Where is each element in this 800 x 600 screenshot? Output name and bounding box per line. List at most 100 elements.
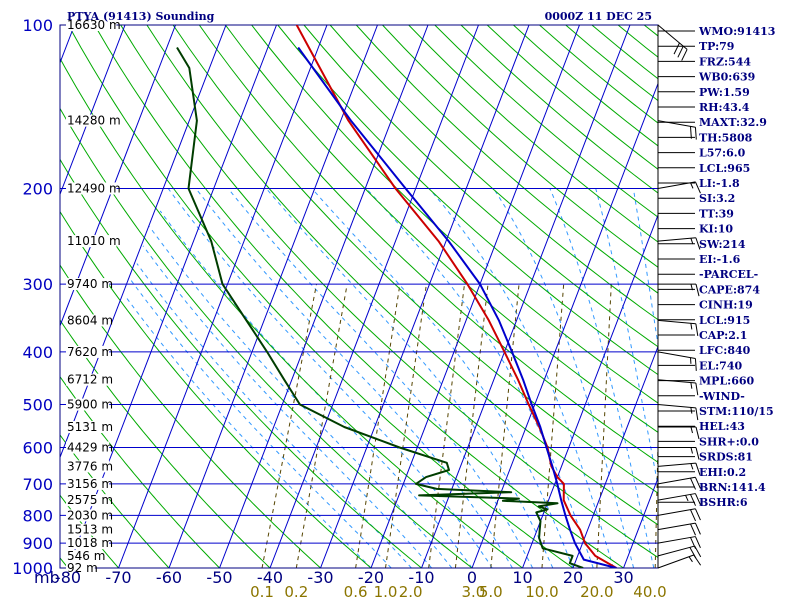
height-label: 92 m — [67, 561, 98, 575]
mixing-ratio-line — [428, 284, 466, 568]
wind-barb-half-flag — [688, 556, 693, 563]
moist-adiabat-line — [136, 263, 412, 568]
wind-barb-flag — [694, 508, 701, 521]
height-label-bg — [66, 477, 110, 490]
wind-barb-flag — [695, 407, 699, 421]
dry-adiabat-line — [60, 434, 170, 568]
height-label-bg — [66, 182, 117, 195]
height-label-bg — [66, 494, 110, 507]
height-label: 12490 m — [67, 182, 121, 196]
wind-barb-flag — [695, 237, 701, 250]
height-label-bg — [66, 373, 110, 386]
mixing-ratio-label: 2.0 — [399, 583, 423, 600]
wind-barb-flag — [694, 545, 702, 558]
index-label: LCL:915 — [699, 314, 750, 327]
temperature-tick-label: -10 — [408, 568, 434, 587]
wind-barb — [658, 283, 700, 297]
wind-barb-half-flag — [690, 182, 694, 189]
dry-adiabat-line — [60, 107, 473, 568]
wind-barb-staff — [657, 404, 696, 409]
wind-barb-staff — [657, 351, 696, 360]
height-label-bg — [66, 537, 110, 550]
height-label-bg — [66, 523, 110, 536]
dry-adiabat-line — [591, 25, 658, 80]
index-label: BRN:141.4 — [699, 481, 766, 494]
wind-barb-half-flag — [690, 463, 694, 470]
index-label: SRDS:81 — [699, 451, 753, 464]
wind-barb-flag — [694, 493, 701, 506]
mixing-ratio-label: 0.1 — [250, 583, 274, 600]
height-labels: 16630 m 14280 m 12490 m 11010 m 9740 m 8604 m… — [66, 18, 121, 575]
wind-barb-flag — [690, 509, 696, 522]
index-label: STM:110/15 — [699, 405, 774, 418]
dry-adiabat-line — [408, 25, 658, 243]
wind-barb — [657, 181, 701, 194]
wind-barb — [657, 462, 701, 475]
pressure-tick-label: 700 — [22, 475, 53, 494]
height-label-bg — [66, 509, 110, 522]
wind-barb-flag — [695, 382, 699, 396]
dry-adiabat-line — [60, 158, 422, 568]
dewpoint-trace — [176, 46, 584, 568]
wind-barb-flag — [690, 537, 696, 549]
pressure-tick-label: 1000 — [12, 559, 53, 578]
dry-adiabats — [60, 25, 658, 568]
index-label: -WIND- — [699, 390, 745, 403]
dry-adiabat-line — [303, 25, 658, 348]
index-label: BSHR:6 — [699, 496, 748, 509]
pressure-tick-label: 900 — [22, 534, 53, 553]
index-label: KI:10 — [699, 223, 733, 236]
isotherms — [60, 25, 658, 568]
wind-barb-flag — [690, 494, 696, 506]
dry-adiabat-line — [355, 25, 658, 294]
wind-barb — [657, 379, 699, 396]
height-label: 8604 m — [67, 313, 113, 327]
wind-barb-flag — [673, 42, 680, 55]
height-label: 6712 m — [67, 373, 113, 387]
moist-adiabat-line — [130, 279, 392, 568]
dry-adiabat-line — [329, 25, 658, 321]
wind-barb-half-flag — [690, 238, 694, 245]
dry-adiabat-line — [94, 25, 624, 568]
height-label: 9740 m — [67, 277, 113, 291]
wind-barb — [657, 493, 701, 506]
wind-barb-staff — [657, 508, 696, 516]
height-label: 2575 m — [67, 493, 113, 507]
parcel-trace — [297, 46, 617, 568]
height-label: 2030 m — [67, 508, 113, 522]
index-label: TH:5808 — [699, 131, 753, 144]
temperature-tick-label: -20 — [358, 568, 384, 587]
height-label: 1513 m — [67, 523, 113, 537]
stability-indices: WMO:91413 TP:79 FRZ:544 WB0:639 PW:1.59 RH:43… — [658, 25, 775, 509]
height-label-bg — [66, 19, 117, 31]
pressure-unit-label: mb — [34, 568, 60, 587]
wind-barb-flag — [694, 522, 701, 535]
valid-time: 0000Z 11 DEC 25 — [545, 10, 652, 23]
mixing-ratio-label: 3.0 — [461, 583, 485, 600]
dry-adiabat-line — [60, 57, 523, 568]
pressure-tick-label: 100 — [22, 16, 53, 35]
height-label-bg — [66, 345, 110, 358]
wind-barb — [657, 120, 697, 140]
index-label: EHI:0.2 — [699, 466, 746, 479]
height-label: 4429 m — [67, 441, 113, 455]
isotherm-line — [219, 25, 429, 568]
index-label: EL:740 — [699, 359, 742, 372]
wind-barb-staff — [657, 545, 695, 557]
temperature-tick-label: -50 — [206, 568, 232, 587]
temperature-tick-label: -80 — [55, 568, 81, 587]
pressure-tick-label: 200 — [22, 180, 53, 199]
pressure-tick-label: 600 — [22, 439, 53, 458]
mixing-ratio-line — [261, 283, 318, 568]
index-label: -PARCEL- — [699, 268, 758, 281]
index-label: HEL:43 — [699, 420, 745, 433]
wind-barb — [657, 522, 701, 536]
moist-adiabat-line — [148, 226, 453, 568]
isotherm-line — [421, 25, 631, 568]
wind-barb — [658, 447, 700, 460]
isotherm-line — [471, 82, 658, 568]
wind-barb-flag — [695, 283, 700, 297]
index-label: L57:6.0 — [699, 147, 746, 160]
height-label: 3156 m — [67, 477, 113, 491]
